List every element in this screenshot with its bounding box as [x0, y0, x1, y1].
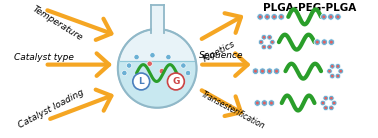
Circle shape	[263, 36, 265, 39]
Circle shape	[147, 61, 152, 66]
Circle shape	[261, 34, 267, 40]
Circle shape	[316, 41, 319, 44]
Circle shape	[278, 14, 285, 20]
Circle shape	[122, 70, 127, 76]
Circle shape	[321, 14, 327, 20]
Circle shape	[330, 97, 333, 99]
Polygon shape	[118, 61, 197, 108]
Circle shape	[330, 107, 333, 109]
Circle shape	[264, 14, 271, 20]
Circle shape	[322, 15, 325, 18]
Circle shape	[271, 41, 274, 43]
Circle shape	[328, 95, 334, 101]
Wedge shape	[118, 68, 197, 108]
Circle shape	[328, 14, 334, 20]
Circle shape	[339, 70, 342, 72]
Circle shape	[263, 102, 266, 104]
Circle shape	[327, 68, 332, 74]
Circle shape	[275, 70, 278, 73]
Circle shape	[167, 73, 184, 90]
Circle shape	[335, 14, 341, 20]
Text: Catalyst type: Catalyst type	[14, 53, 74, 62]
Circle shape	[268, 100, 275, 106]
Circle shape	[259, 15, 262, 18]
Circle shape	[329, 15, 332, 18]
Circle shape	[338, 68, 344, 74]
Circle shape	[267, 34, 272, 40]
Circle shape	[333, 102, 335, 104]
Circle shape	[314, 39, 321, 45]
Circle shape	[261, 100, 268, 106]
Circle shape	[268, 46, 271, 48]
Circle shape	[266, 15, 269, 18]
Circle shape	[252, 68, 259, 75]
Circle shape	[332, 100, 337, 106]
Circle shape	[266, 68, 273, 75]
Circle shape	[127, 63, 132, 68]
Circle shape	[321, 39, 328, 45]
Circle shape	[320, 100, 326, 106]
Circle shape	[261, 44, 267, 50]
Text: Catalyst loading: Catalyst loading	[17, 87, 85, 130]
Circle shape	[273, 68, 280, 75]
Circle shape	[336, 75, 339, 77]
Text: Sequence: Sequence	[199, 51, 244, 60]
Circle shape	[331, 65, 334, 68]
Circle shape	[270, 39, 275, 45]
Text: Kinetics: Kinetics	[201, 39, 237, 64]
Text: PLGA-PEG-PLGA: PLGA-PEG-PLGA	[263, 3, 356, 13]
Circle shape	[133, 73, 150, 90]
Circle shape	[324, 97, 327, 99]
Circle shape	[331, 75, 334, 77]
Circle shape	[328, 39, 335, 45]
Circle shape	[323, 95, 328, 101]
Circle shape	[270, 102, 273, 104]
Circle shape	[118, 29, 197, 108]
Circle shape	[268, 36, 271, 39]
Circle shape	[328, 105, 334, 111]
Circle shape	[263, 46, 265, 48]
Circle shape	[273, 15, 276, 18]
Circle shape	[258, 39, 264, 45]
Circle shape	[166, 55, 171, 60]
Circle shape	[322, 102, 324, 104]
Circle shape	[259, 68, 266, 75]
Circle shape	[267, 44, 272, 50]
Circle shape	[256, 102, 259, 104]
Circle shape	[335, 73, 341, 79]
Circle shape	[150, 53, 155, 58]
Text: Temperature: Temperature	[31, 5, 84, 43]
Circle shape	[335, 63, 341, 69]
Circle shape	[323, 105, 328, 111]
Circle shape	[159, 69, 164, 74]
Circle shape	[271, 14, 277, 20]
Circle shape	[330, 73, 335, 79]
Circle shape	[328, 70, 331, 72]
Text: G: G	[172, 77, 180, 86]
Circle shape	[336, 15, 339, 18]
Circle shape	[254, 70, 257, 73]
Circle shape	[134, 55, 139, 60]
Circle shape	[261, 70, 264, 73]
Text: L: L	[138, 77, 144, 86]
Circle shape	[181, 63, 186, 68]
Circle shape	[330, 41, 333, 44]
Circle shape	[260, 41, 262, 43]
Circle shape	[186, 70, 191, 76]
Circle shape	[336, 65, 339, 68]
Circle shape	[268, 70, 271, 73]
Circle shape	[330, 63, 335, 69]
Circle shape	[254, 100, 261, 106]
Circle shape	[324, 107, 327, 109]
Circle shape	[280, 15, 283, 18]
Circle shape	[323, 41, 326, 44]
Circle shape	[257, 14, 263, 20]
Text: Transesterification: Transesterification	[199, 90, 266, 131]
